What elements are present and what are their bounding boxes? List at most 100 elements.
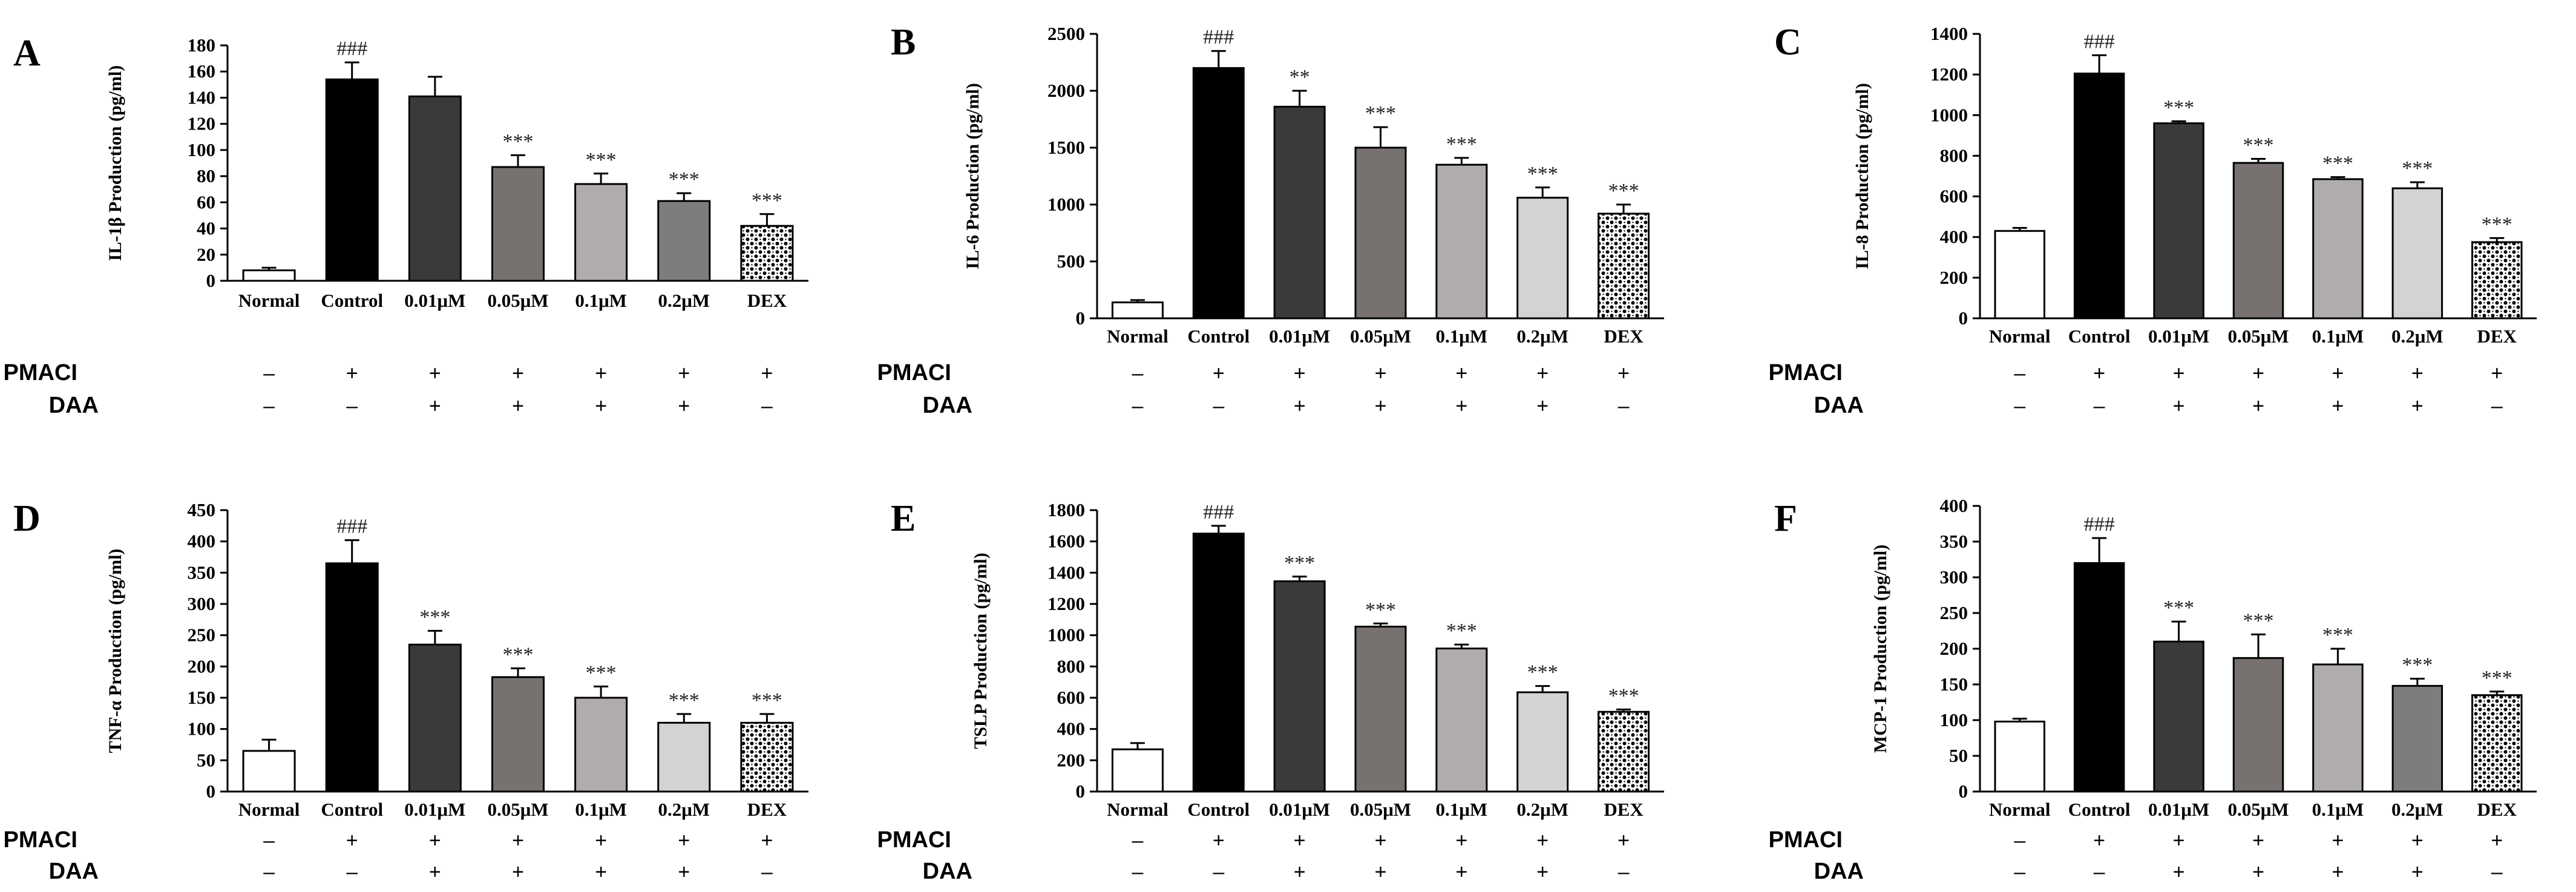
y-tick-label: 0: [206, 270, 216, 291]
x-tick-label: Control: [1187, 799, 1250, 820]
bar-02m: [657, 721, 711, 793]
significance-label: ***: [2322, 152, 2353, 175]
significance-label: ###: [1203, 26, 1234, 48]
treatment-value-daa: –: [2491, 861, 2503, 884]
treatment-value-daa: +: [2332, 395, 2344, 418]
y-tick-label: 800: [1940, 145, 1968, 166]
treatment-value-pmaci: +: [2332, 829, 2344, 852]
x-tick-label: 0.1μM: [2312, 326, 2364, 347]
bar-02m: [1516, 197, 1569, 320]
y-axis-title: IL-1β Production (pg/ml): [105, 65, 125, 261]
x-tick-label: DEX: [747, 799, 787, 820]
treatment-value-pmaci: +: [1294, 829, 1306, 852]
significance-label: ***: [2402, 157, 2433, 180]
treatment-value-pmaci: +: [2252, 362, 2264, 385]
treatment-value-daa: –: [263, 395, 275, 418]
treatment-label-pmaci: PMACI: [1769, 360, 1843, 385]
y-tick-label: 1200: [1930, 64, 1968, 85]
treatment-label-pmaci: PMACI: [877, 827, 951, 853]
significance-label: ***: [1365, 102, 1396, 125]
treatment-value-pmaci: +: [1536, 829, 1549, 852]
treatment-value-daa: +: [2252, 395, 2264, 418]
significance-label: ***: [1446, 620, 1477, 642]
treatment-value-daa: +: [595, 395, 607, 418]
treatment-value-daa: –: [1132, 395, 1143, 418]
treatment-value-daa: –: [346, 861, 358, 884]
treatment-value-daa: +: [1294, 395, 1306, 418]
x-tick-label: Normal: [1107, 799, 1168, 820]
treatment-value-pmaci: +: [2093, 829, 2105, 852]
y-tick-label: 0: [206, 781, 216, 802]
treatment-value-daa: –: [2094, 395, 2105, 418]
treatment-value-pmaci: +: [2491, 829, 2503, 852]
x-tick-label: DEX: [1604, 326, 1644, 347]
y-tick-label: 50: [197, 749, 215, 770]
significance-label: ###: [336, 516, 367, 538]
treatment-label-pmaci: PMACI: [4, 360, 77, 385]
treatment-label-pmaci: PMACI: [877, 360, 951, 385]
y-tick-label: 1000: [1930, 104, 1968, 125]
y-tick-label: 0: [1076, 781, 1086, 802]
y-tick-label: 400: [1940, 495, 1968, 516]
bar-normal: [1994, 230, 2045, 320]
panel-letter: B: [891, 22, 916, 63]
significance-label: ###: [1203, 501, 1234, 523]
treatment-value-pmaci: +: [1213, 362, 1225, 385]
bar-01m: [574, 183, 628, 282]
bar-dex: [1598, 710, 1650, 793]
x-tick-label: 0.01μM: [1269, 799, 1330, 820]
bar-02m: [2391, 684, 2443, 793]
treatment-value-daa: +: [1455, 861, 1467, 884]
x-tick-label: Normal: [1989, 326, 2051, 347]
bar-normal: [1111, 748, 1164, 793]
x-tick-label: 0.1μM: [575, 290, 627, 311]
treatment-label-daa: DAA: [923, 393, 972, 418]
treatment-value-pmaci: +: [2332, 362, 2344, 385]
x-tick-label: 0.05μM: [487, 290, 548, 311]
treatment-value-daa: –: [1132, 861, 1143, 884]
treatment-value-daa: –: [2491, 395, 2503, 418]
x-tick-label: 0.1μM: [1436, 326, 1488, 347]
bar-001m: [408, 643, 462, 793]
x-tick-label: DEX: [1604, 799, 1644, 820]
treatment-value-pmaci: –: [2014, 362, 2025, 385]
significance-label: ***: [1365, 598, 1396, 621]
treatment-value-pmaci: +: [2173, 362, 2185, 385]
chart-panel-b: B IL-6 Production (pg/ml) 0 500 1000 1500 2000…: [877, 22, 1664, 418]
significance-label: ###: [2084, 513, 2115, 536]
y-tick-label: 100: [188, 718, 216, 740]
treatment-value-daa: +: [2332, 861, 2344, 884]
treatment-value-pmaci: +: [1213, 829, 1225, 852]
significance-label: ***: [1446, 133, 1477, 156]
bar-01m: [2312, 178, 2364, 320]
treatment-value-pmaci: +: [1536, 362, 1549, 385]
x-tick-label: 0.05μM: [1350, 799, 1411, 820]
significance-label: ***: [2482, 667, 2512, 689]
y-tick-label: 200: [1940, 267, 1968, 288]
treatment-value-daa: +: [1375, 861, 1387, 884]
chart-panel-f: F MCP-1 Production (pg/ml) 0 50 100 150 200 250…: [1769, 495, 2537, 884]
significance-label: ***: [2163, 96, 2194, 119]
y-tick-label: 200: [1940, 638, 1968, 659]
treatment-value-pmaci: +: [2491, 362, 2503, 385]
x-tick-label: Control: [321, 290, 383, 311]
bar-normal: [242, 750, 296, 793]
treatment-value-daa: –: [2094, 861, 2105, 884]
bar-dex: [2471, 241, 2523, 320]
treatment-value-daa: +: [1536, 395, 1549, 418]
x-tick-label: 0.01μM: [404, 290, 465, 311]
y-tick-label: 450: [188, 499, 216, 520]
treatment-value-pmaci: –: [263, 829, 275, 852]
x-tick-label: 0.05μM: [2227, 326, 2289, 347]
bar-001m: [2153, 640, 2204, 793]
bar-dex: [1598, 212, 1650, 320]
treatment-value-daa: –: [1618, 861, 1630, 884]
significance-label: ***: [752, 689, 782, 712]
treatment-value-pmaci: +: [2173, 829, 2185, 852]
bar-control: [2073, 562, 2125, 793]
panel-letter: A: [13, 33, 41, 74]
significance-label: ***: [669, 168, 700, 191]
significance-label: ***: [2402, 654, 2433, 677]
y-tick-label: 600: [1940, 186, 1968, 207]
